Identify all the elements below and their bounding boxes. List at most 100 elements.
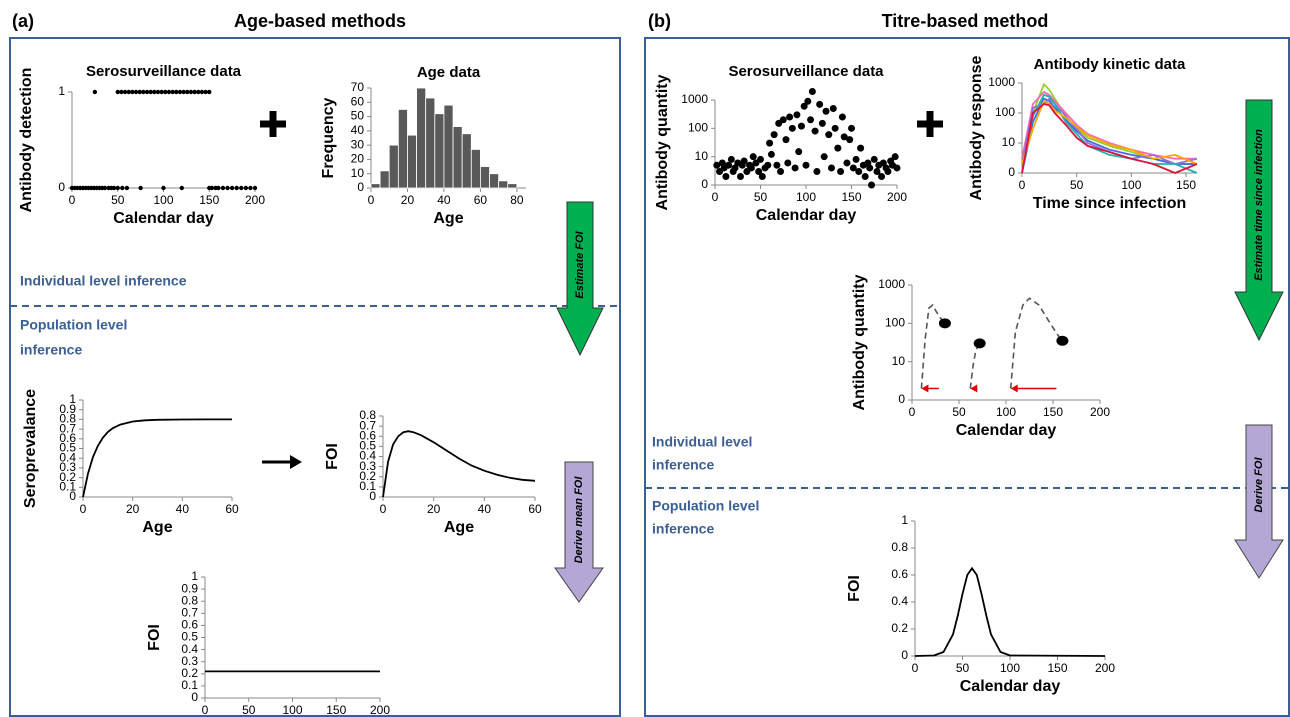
point: [861, 172, 869, 180]
bar: [370, 183, 381, 189]
y-tick-label: 0.5: [59, 441, 76, 455]
point: [873, 167, 881, 175]
arrow-label: Derive FOI: [1253, 457, 1265, 513]
point: [239, 185, 244, 191]
line: [1009, 297, 1064, 389]
y-axis-label: Antibody detection: [18, 68, 35, 213]
point: [868, 181, 876, 189]
point: [834, 144, 842, 152]
bar: [480, 166, 490, 189]
chart-title: Age data: [417, 64, 481, 81]
point: [840, 133, 848, 141]
point: [170, 89, 175, 95]
point: [767, 150, 775, 158]
y-tick-label: 0.8: [59, 412, 76, 426]
x-tick-label: 50: [1070, 178, 1084, 192]
point: [811, 127, 819, 135]
y-axis-label: Antibody quantity: [654, 74, 671, 210]
x-tick-label: 0: [80, 502, 87, 516]
y-tick-label: 0.3: [59, 460, 76, 474]
x-axis-label: Age: [142, 519, 172, 536]
y-axis-label: FOI: [324, 443, 341, 470]
point: [115, 89, 120, 95]
y-tick-label: 1: [58, 84, 65, 98]
line: [1021, 90, 1197, 160]
inference-label: Individual level: [652, 434, 752, 450]
point: [793, 111, 801, 119]
point: [234, 185, 239, 191]
point: [829, 105, 837, 113]
point: [177, 89, 183, 95]
point: [174, 89, 179, 95]
line: [920, 303, 946, 389]
y-axis-label: Antibody quantity: [851, 274, 868, 410]
marker: [973, 338, 986, 349]
x-tick-label: 0: [912, 661, 919, 675]
point: [196, 89, 201, 95]
x-tick-label: 150: [841, 190, 861, 204]
bar: [379, 170, 390, 189]
x-tick-label: 20: [126, 502, 140, 516]
y-tick-label: 0.2: [181, 666, 198, 680]
block-arrow: [554, 461, 604, 603]
point: [252, 185, 258, 191]
x-tick-label: 100: [1121, 178, 1141, 192]
x-axis-label: Calendar day: [960, 678, 1061, 695]
point: [248, 185, 253, 191]
point: [181, 89, 186, 95]
y-tick-label: 0.9: [181, 581, 198, 595]
x-tick-label: 100: [153, 193, 173, 207]
x-tick-label: 50: [754, 190, 768, 204]
x-tick-label: 200: [1095, 661, 1115, 675]
point: [220, 185, 226, 191]
y-tick-label: 0.8: [181, 593, 198, 607]
x-tick-label: 100: [1000, 661, 1020, 675]
x-tick-label: 0: [202, 703, 209, 717]
y-tick-label: 1000: [988, 75, 1015, 89]
x-tick-label: 50: [111, 193, 125, 207]
x-axis-label: Age: [444, 519, 474, 536]
y-tick-label: 0.4: [59, 450, 76, 464]
y-tick-label: 0: [701, 177, 708, 191]
point: [207, 89, 212, 95]
y-tick-label: 0: [357, 180, 364, 194]
point: [884, 167, 892, 175]
point: [838, 113, 846, 121]
point: [777, 167, 785, 175]
arrow-label: Estimate FOI: [574, 230, 586, 298]
point: [115, 185, 120, 191]
point: [816, 100, 824, 108]
point: [188, 89, 194, 95]
bar: [498, 180, 509, 189]
x-tick-label: 0: [909, 405, 916, 419]
point: [141, 89, 146, 95]
point: [713, 161, 721, 169]
arrow-head: [921, 384, 929, 393]
x-tick-label: 200: [887, 190, 907, 204]
point: [185, 89, 190, 95]
point: [820, 153, 828, 161]
point: [148, 89, 153, 95]
inference-label: Population level: [20, 317, 127, 333]
point: [813, 167, 821, 175]
point: [893, 164, 901, 172]
line: [914, 566, 1106, 657]
line: [382, 430, 536, 498]
x-tick-label: 150: [326, 703, 346, 717]
point: [800, 102, 808, 110]
y-tick-label: 30: [351, 137, 365, 151]
point: [122, 89, 128, 95]
x-tick-label: 0: [69, 193, 76, 207]
y-tick-label: 10: [1002, 135, 1016, 149]
x-tick-label: 100: [996, 405, 1016, 419]
point: [782, 136, 790, 144]
point: [209, 185, 215, 191]
point: [846, 136, 854, 144]
y-tick-label: 0.3: [181, 654, 198, 668]
y-axis-label: FOI: [846, 575, 863, 602]
inference-label: inference: [20, 342, 82, 358]
y-tick-label: 1: [191, 569, 198, 583]
y-tick-label: 0.6: [891, 567, 908, 581]
point: [102, 185, 108, 191]
